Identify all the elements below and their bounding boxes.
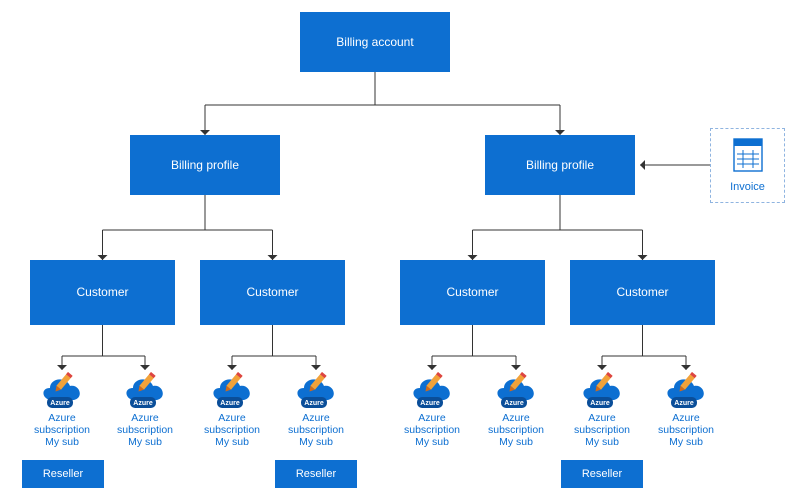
svg-text:Azure: Azure [220,400,240,407]
customer-label: Customer [446,285,498,299]
azure-cloud-icon: Azure [488,370,544,410]
svg-text:Azure: Azure [504,400,524,407]
customer-box: Customer [200,260,345,325]
reseller-box: Reseller [275,460,357,488]
reseller-box: Reseller [22,460,104,488]
azure-subscription: Azure Azure subscriptionMy sub [476,370,556,448]
azure-cloud-icon: Azure [117,370,173,410]
azure-cloud-icon: Azure [658,370,714,410]
svg-text:Azure: Azure [420,400,440,407]
customer-box: Customer [570,260,715,325]
subscription-label: Azure subscriptionMy sub [105,412,185,448]
billing-profile-label: Billing profile [526,158,594,172]
subscription-label: Azure subscriptionMy sub [476,412,556,448]
azure-subscription: Azure Azure subscriptionMy sub [276,370,356,448]
azure-subscription: Azure Azure subscriptionMy sub [392,370,472,448]
invoice-box: Invoice [710,128,785,203]
subscription-label: Azure subscriptionMy sub [562,412,642,448]
subscription-label: Azure subscriptionMy sub [392,412,472,448]
billing-account-label: Billing account [336,35,413,49]
azure-subscription: Azure Azure subscriptionMy sub [105,370,185,448]
reseller-box: Reseller [561,460,643,488]
azure-cloud-icon: Azure [288,370,344,410]
svg-text:Azure: Azure [50,400,70,407]
customer-label: Customer [246,285,298,299]
azure-subscription: Azure Azure subscriptionMy sub [562,370,642,448]
svg-text:Azure: Azure [133,400,153,407]
billing-account-box: Billing account [300,12,450,72]
subscription-label: Azure subscriptionMy sub [646,412,726,448]
customer-label: Customer [76,285,128,299]
azure-subscription: Azure Azure subscriptionMy sub [22,370,102,448]
subscription-label: Azure subscriptionMy sub [22,412,102,448]
invoice-icon [733,138,763,177]
azure-cloud-icon: Azure [404,370,460,410]
subscription-label: Azure subscriptionMy sub [276,412,356,448]
customer-box: Customer [400,260,545,325]
customer-box: Customer [30,260,175,325]
customer-label: Customer [616,285,668,299]
billing-profile-label: Billing profile [171,158,239,172]
svg-text:Azure: Azure [590,400,610,407]
azure-cloud-icon: Azure [574,370,630,410]
azure-subscription: Azure Azure subscriptionMy sub [192,370,272,448]
azure-cloud-icon: Azure [34,370,90,410]
svg-text:Azure: Azure [304,400,324,407]
invoice-label: Invoice [730,181,765,193]
svg-text:Azure: Azure [674,400,694,407]
azure-subscription: Azure Azure subscriptionMy sub [646,370,726,448]
billing-profile-box: Billing profile [485,135,635,195]
billing-profile-box: Billing profile [130,135,280,195]
azure-cloud-icon: Azure [204,370,260,410]
subscription-label: Azure subscriptionMy sub [192,412,272,448]
